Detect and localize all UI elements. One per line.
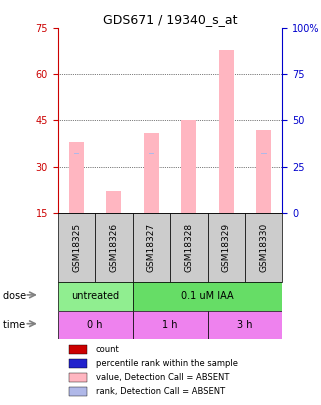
Bar [74,153,79,154]
Text: GSM18325: GSM18325 [72,223,81,272]
FancyBboxPatch shape [170,213,208,282]
Text: percentile rank within the sample: percentile rank within the sample [96,359,238,368]
Text: 0 h: 0 h [88,320,103,330]
FancyBboxPatch shape [58,282,133,311]
Text: value, Detection Call = ABSENT: value, Detection Call = ABSENT [96,373,229,382]
FancyBboxPatch shape [208,213,245,282]
Text: GSM18327: GSM18327 [147,223,156,272]
Bar [256,130,271,213]
FancyBboxPatch shape [208,311,282,339]
Text: GSM18328: GSM18328 [184,223,193,272]
Text: count: count [96,345,120,354]
FancyBboxPatch shape [133,311,208,339]
Bar [186,151,192,152]
Bar [181,120,196,213]
Bar [69,373,87,382]
Bar [261,153,266,154]
FancyBboxPatch shape [95,213,133,282]
FancyBboxPatch shape [133,213,170,282]
Text: 0.1 uM IAA: 0.1 uM IAA [181,291,234,301]
Bar [144,133,159,213]
FancyBboxPatch shape [133,282,282,311]
Text: GSM18330: GSM18330 [259,223,268,272]
Bar [69,142,84,213]
Title: GDS671 / 19340_s_at: GDS671 / 19340_s_at [103,13,238,26]
Bar [149,153,154,154]
Text: 1 h: 1 h [162,320,178,330]
FancyBboxPatch shape [58,311,133,339]
Bar [69,345,87,354]
Bar [69,386,87,396]
Text: rank, Detection Call = ABSENT: rank, Detection Call = ABSENT [96,387,225,396]
FancyBboxPatch shape [245,213,282,282]
Text: time: time [3,320,29,330]
Text: dose: dose [3,291,30,301]
Text: 3 h: 3 h [237,320,253,330]
Bar [69,359,87,368]
Bar [219,50,234,213]
Text: GSM18326: GSM18326 [109,223,118,272]
Text: untreated: untreated [71,291,119,301]
Text: GSM18329: GSM18329 [222,223,231,272]
FancyBboxPatch shape [58,213,95,282]
Bar [107,191,121,213]
